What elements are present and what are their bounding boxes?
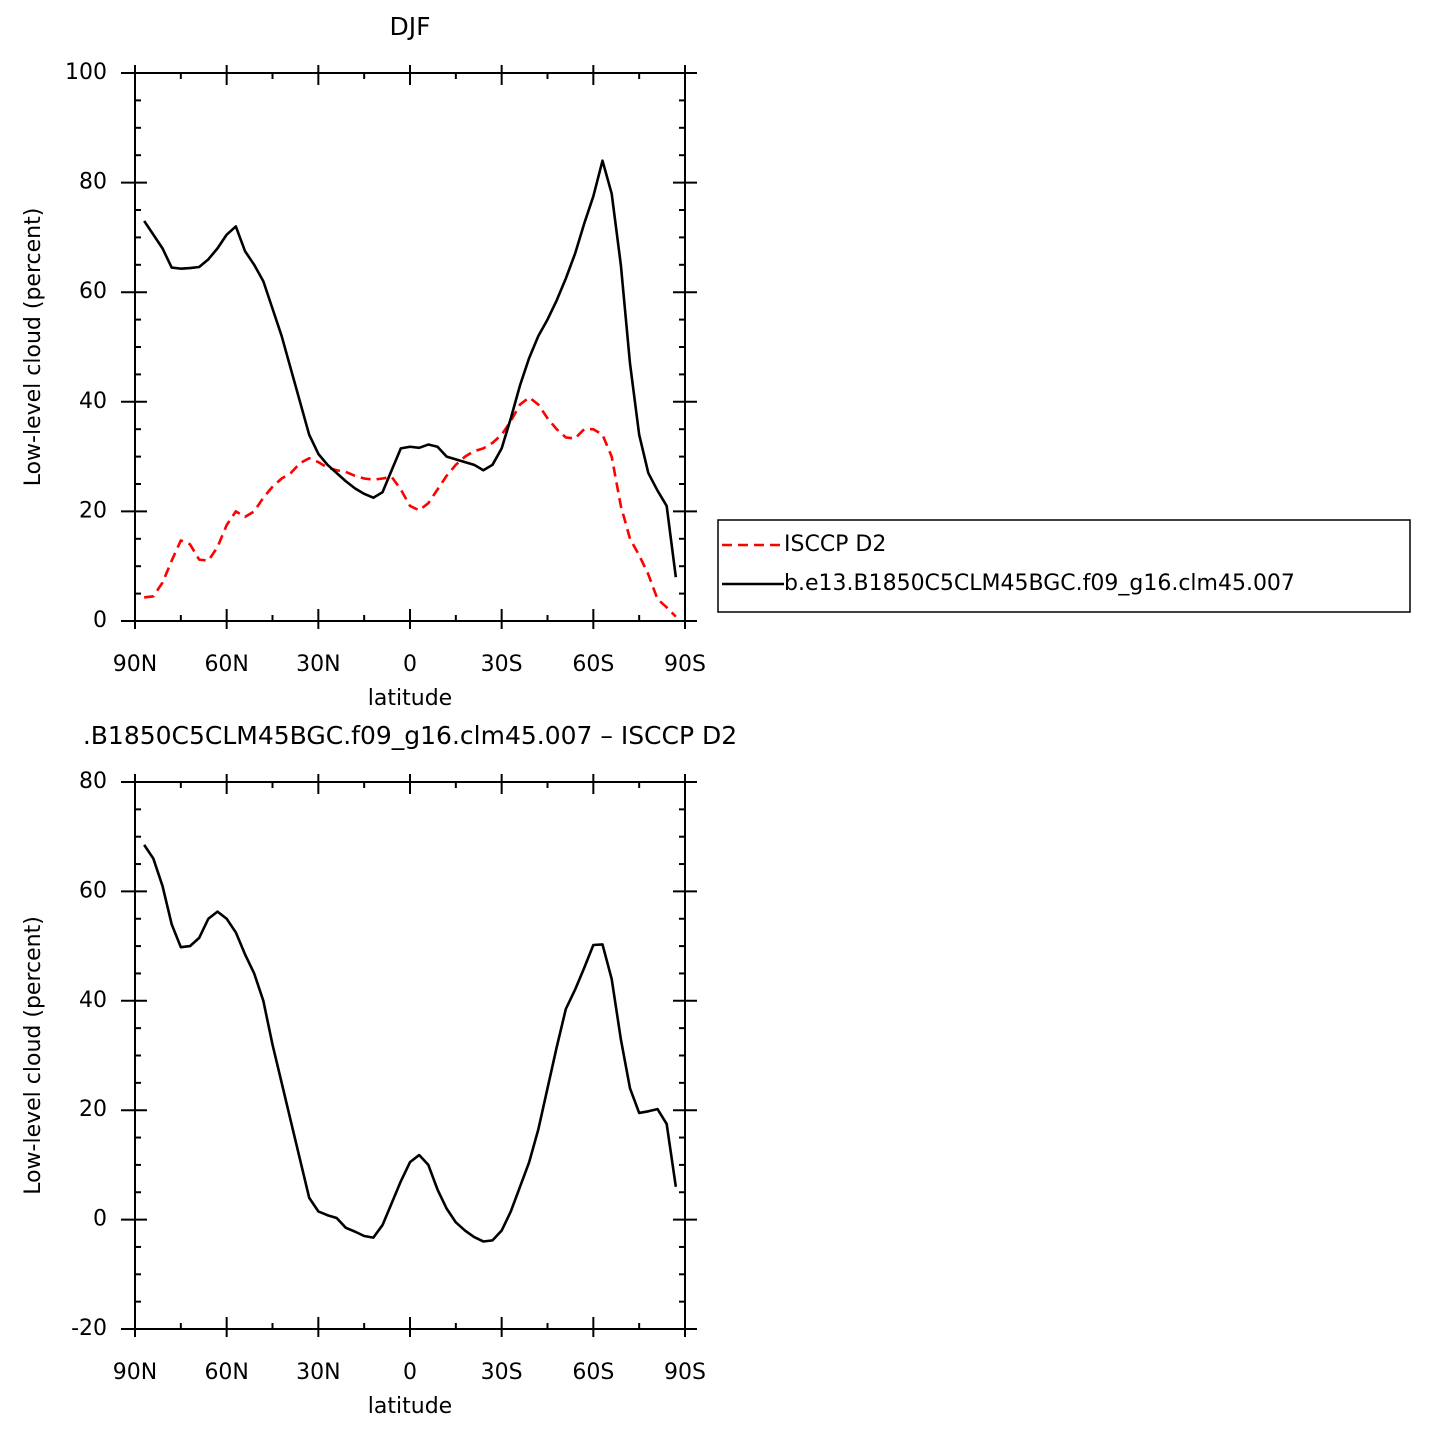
y-tick-label: 100 — [65, 60, 107, 85]
x-tick-label: 90N — [113, 1360, 157, 1385]
x-tick-label: 90S — [664, 652, 706, 677]
x-tick-label: 30N — [296, 652, 340, 677]
y-tick-label: 20 — [79, 498, 107, 523]
x-tick-label: 0 — [403, 652, 417, 677]
y-tick-label: 0 — [93, 608, 107, 633]
x-tick-label: 30S — [481, 1360, 523, 1385]
plot-frame — [134, 72, 686, 622]
y-tick-label: 60 — [79, 279, 107, 304]
x-tick-label: 60N — [204, 652, 248, 677]
y-tick-label: 80 — [79, 170, 107, 195]
y-tick-label: 80 — [79, 769, 107, 794]
y-tick-label: 60 — [79, 878, 107, 903]
y-axis-label: Low-level cloud (percent) — [21, 916, 46, 1195]
x-tick-label: 0 — [403, 1360, 417, 1385]
x-tick-label: 30S — [481, 652, 523, 677]
y-tick-label: 0 — [93, 1207, 107, 1232]
x-axis-label: latitude — [368, 686, 452, 711]
chart-title: DJF — [389, 12, 430, 41]
x-tick-label: 60S — [572, 1360, 614, 1385]
y-tick-label: 40 — [79, 988, 107, 1013]
plot-frame — [134, 781, 686, 1330]
legend-label: ISCCP D2 — [784, 532, 886, 557]
y-tick-label: -20 — [71, 1316, 107, 1341]
y-tick-label: 20 — [79, 1097, 107, 1122]
x-tick-label: 90S — [664, 1360, 706, 1385]
x-tick-label: 30N — [296, 1360, 340, 1385]
x-tick-label: 90N — [113, 652, 157, 677]
legend-label: b.e13.B1850C5CLM45BGC.f09_g16.clm45.007 — [784, 571, 1295, 596]
x-tick-label: 60N — [204, 1360, 248, 1385]
y-axis-label: Low-level cloud (percent) — [21, 208, 46, 487]
series-line — [143, 159, 678, 578]
y-tick-label: 40 — [79, 389, 107, 414]
legend-box — [717, 519, 1411, 613]
series-line — [144, 396, 677, 618]
x-axis-label: latitude — [368, 1394, 452, 1419]
series-line — [143, 844, 678, 1243]
chart-title: .B1850C5CLM45BGC.f09_g16.clm45.007 – ISC… — [83, 721, 737, 750]
x-tick-label: 60S — [572, 652, 614, 677]
